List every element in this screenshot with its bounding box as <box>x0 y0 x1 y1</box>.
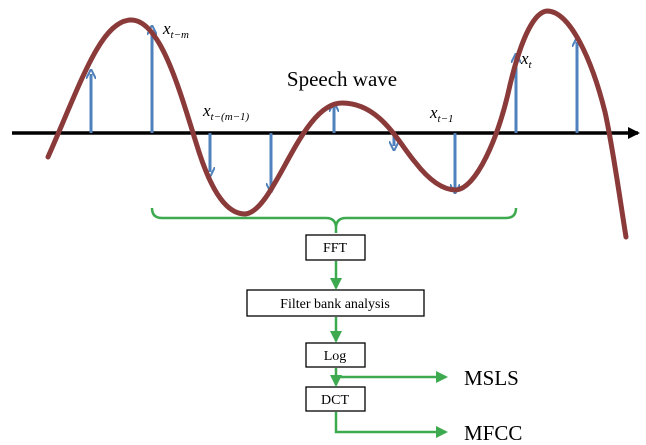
label-x-t-m1: xt−(m−1) <box>202 101 250 123</box>
wave-title: Speech wave <box>287 67 397 91</box>
dct-to-mfcc-arrow <box>334 412 448 438</box>
speech-waveform <box>45 8 629 240</box>
msls-label: MSLS <box>464 366 519 390</box>
filter-bank-label: Filter bank analysis <box>280 297 390 312</box>
mfcc-label: MFCC <box>464 421 522 445</box>
dct-box <box>305 386 366 412</box>
flow-arrows <box>330 228 448 438</box>
filter-bank-box <box>246 289 425 317</box>
fft-box <box>305 234 366 261</box>
log-box <box>305 342 366 368</box>
log-label: Log <box>324 349 347 364</box>
fft-label: FFT <box>323 241 348 256</box>
label-x-t-1: xt−1 <box>429 103 454 125</box>
dct-label: DCT <box>321 393 349 408</box>
label-x-t: xt <box>520 49 533 71</box>
window-brace <box>150 207 518 229</box>
label-x-t-m: xt−m <box>162 19 189 41</box>
